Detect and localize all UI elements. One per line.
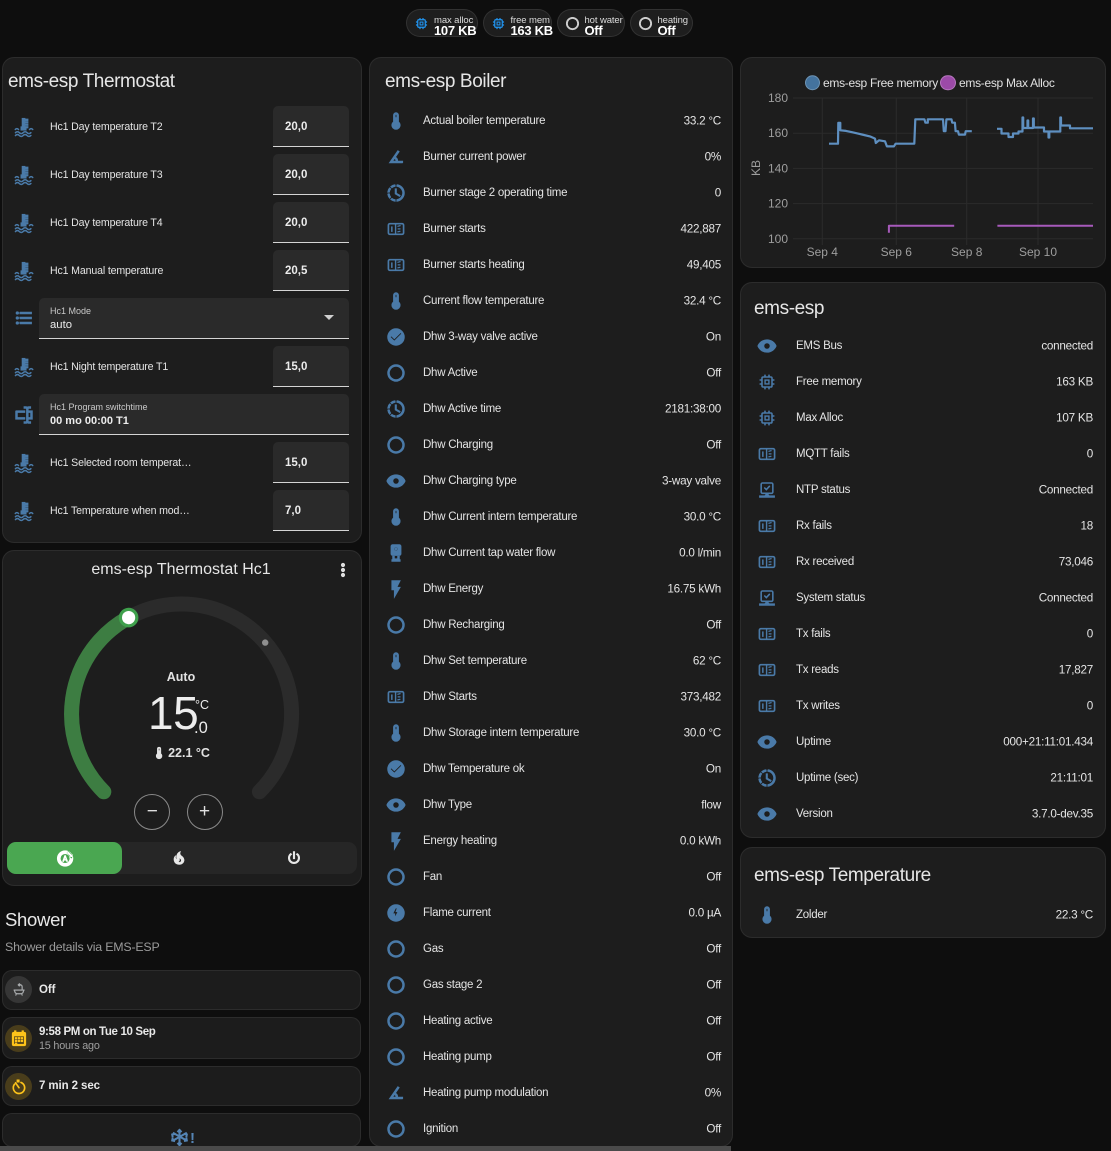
svg-text:KB: KB bbox=[749, 160, 763, 176]
svg-text:180: 180 bbox=[768, 91, 788, 105]
svg-text:Sep 6: Sep 6 bbox=[881, 245, 913, 259]
svg-text:140: 140 bbox=[768, 161, 788, 175]
svg-text:Sep 10: Sep 10 bbox=[1019, 245, 1057, 259]
svg-text:Sep 8: Sep 8 bbox=[951, 245, 983, 259]
svg-text:Sep 4: Sep 4 bbox=[807, 245, 839, 259]
svg-text:160: 160 bbox=[768, 126, 788, 140]
svg-text:100: 100 bbox=[768, 232, 788, 246]
svg-text:120: 120 bbox=[768, 197, 788, 211]
